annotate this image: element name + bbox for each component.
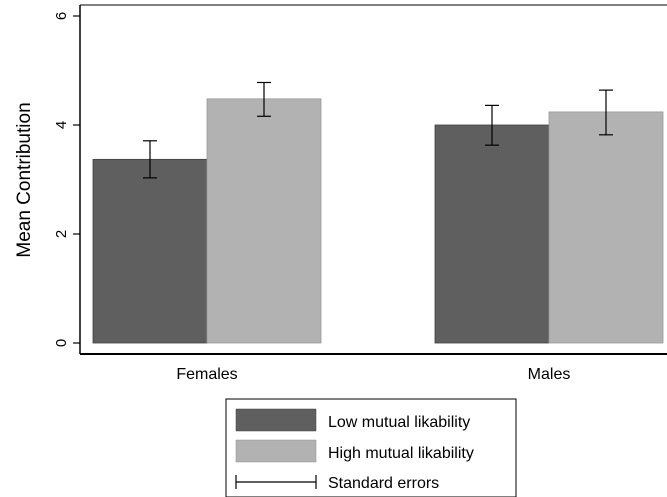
y-tick-label-4: 4: [53, 121, 70, 129]
legend-label-error: Standard errors: [328, 475, 439, 492]
error-bars: [143, 81, 613, 179]
y-tick-label-2: 2: [53, 230, 70, 238]
y-axis-label: Mean Contribution: [14, 102, 35, 257]
y-tick-label-6: 6: [53, 12, 70, 20]
bars: [92, 98, 664, 344]
bar-males-high: [548, 111, 664, 344]
x-tick-label-females: Females: [176, 366, 237, 383]
legend-label-high: High mutual likability: [328, 445, 474, 462]
legend-box: [225, 398, 517, 497]
bar-females-low: [92, 158, 208, 344]
y-ticks: 0 2 4 6: [53, 12, 80, 347]
x-ticks: Females Males: [176, 366, 570, 383]
x-tick-label-males: Males: [528, 366, 571, 383]
legend-swatch-low: [235, 408, 317, 432]
bar-females-high: [206, 98, 322, 344]
legend: Low mutual likability High mutual likabi…: [225, 398, 517, 497]
y-tick-label-0: 0: [53, 339, 70, 347]
legend-swatch-high: [235, 439, 317, 463]
legend-label-low: Low mutual likability: [328, 414, 470, 431]
bar-males-low: [434, 124, 550, 344]
